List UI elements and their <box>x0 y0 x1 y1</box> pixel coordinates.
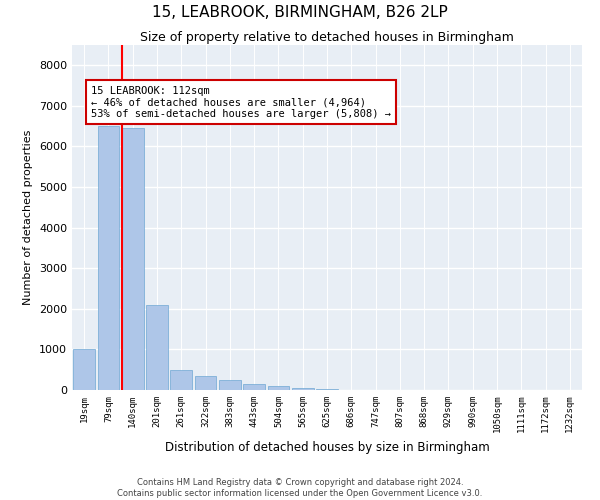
Bar <box>194 376 217 390</box>
Bar <box>170 370 192 390</box>
Bar <box>219 380 241 390</box>
Text: 15 LEABROOK: 112sqm
← 46% of detached houses are smaller (4,964)
53% of semi-det: 15 LEABROOK: 112sqm ← 46% of detached ho… <box>91 86 391 119</box>
Bar <box>292 388 314 390</box>
Bar <box>316 389 338 390</box>
Bar <box>146 305 168 390</box>
Bar <box>243 384 265 390</box>
Text: 15, LEABROOK, BIRMINGHAM, B26 2LP: 15, LEABROOK, BIRMINGHAM, B26 2LP <box>152 5 448 20</box>
Title: Size of property relative to detached houses in Birmingham: Size of property relative to detached ho… <box>140 31 514 44</box>
Y-axis label: Number of detached properties: Number of detached properties <box>23 130 34 305</box>
Bar <box>268 386 289 390</box>
Bar <box>122 128 143 390</box>
Text: Contains HM Land Registry data © Crown copyright and database right 2024.
Contai: Contains HM Land Registry data © Crown c… <box>118 478 482 498</box>
Bar <box>73 350 95 390</box>
Bar <box>97 126 119 390</box>
X-axis label: Distribution of detached houses by size in Birmingham: Distribution of detached houses by size … <box>164 441 490 454</box>
